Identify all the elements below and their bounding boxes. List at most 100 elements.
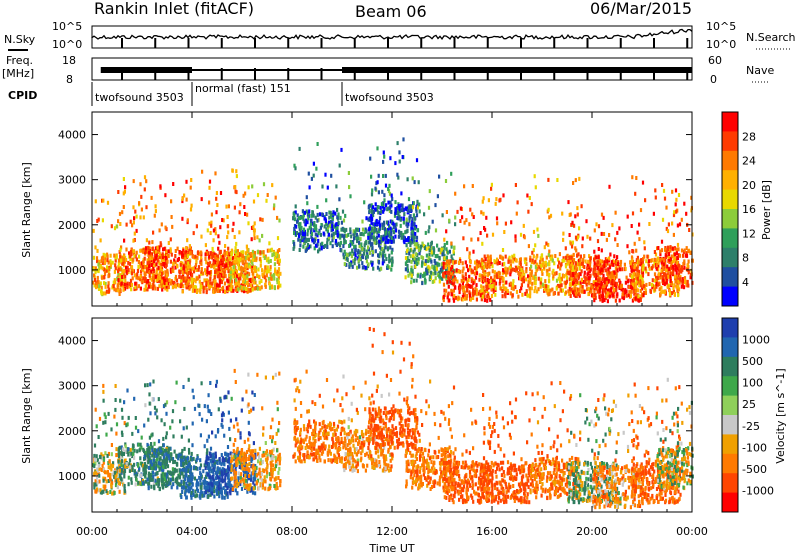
heatmap-cell <box>668 292 672 297</box>
heatmap-cell <box>483 272 486 277</box>
heatmap-cell <box>462 266 465 271</box>
heatmap-cell <box>463 184 466 189</box>
heatmap-cell <box>674 252 677 257</box>
heatmap-cell <box>404 256 408 261</box>
heatmap-cell <box>630 279 633 283</box>
heatmap-cell <box>641 267 644 272</box>
heatmap-cell <box>124 444 127 449</box>
heatmap-cell <box>511 254 514 259</box>
heatmap-cell <box>93 464 96 469</box>
heatmap-cell <box>654 258 657 263</box>
heatmap-cell <box>626 244 629 249</box>
heatmap-cell <box>152 279 155 284</box>
heatmap-cell <box>328 223 332 228</box>
heatmap-cell <box>140 207 143 212</box>
heatmap-cell <box>191 277 194 282</box>
heatmap-cell <box>243 289 246 294</box>
heatmap-cell <box>514 285 517 290</box>
freq-tick-top: 18 <box>62 54 76 67</box>
heatmap-cell <box>593 290 596 295</box>
heatmap-cell <box>137 260 140 264</box>
heatmap-cell <box>501 289 504 294</box>
heatmap-cell <box>150 477 154 482</box>
heatmap-cell <box>421 260 424 265</box>
heatmap-cell <box>262 182 266 187</box>
heatmap-cell <box>139 182 142 187</box>
heatmap-cell <box>306 201 309 206</box>
heatmap-cell <box>211 281 214 286</box>
heatmap-cell <box>170 471 173 476</box>
heatmap-cell <box>206 228 209 233</box>
heatmap-cell <box>164 278 167 283</box>
heatmap-cell <box>123 469 127 474</box>
heatmap-cell <box>134 425 138 430</box>
heatmap-cell <box>382 250 385 255</box>
heatmap-cell <box>306 220 309 225</box>
heatmap-cell <box>631 175 634 180</box>
heatmap-cell <box>182 284 185 289</box>
heatmap-cell <box>461 297 464 302</box>
heatmap-cell <box>649 289 652 294</box>
heatmap-cell <box>261 268 264 273</box>
heatmap-cell <box>458 290 461 295</box>
heatmap-cell <box>398 229 401 234</box>
heatmap-cell <box>638 237 641 242</box>
heatmap-cell <box>196 255 199 260</box>
heatmap-cell <box>122 257 125 262</box>
heatmap-cell <box>631 262 634 267</box>
heatmap-cell <box>444 264 447 269</box>
heatmap-cell <box>210 263 213 268</box>
heatmap-cell <box>180 266 183 271</box>
heatmap-cell <box>677 293 680 298</box>
heatmap-cell <box>673 257 676 262</box>
heatmap-cell <box>300 225 303 230</box>
heatmap-cell <box>544 263 547 268</box>
heatmap-cell <box>482 259 485 264</box>
heatmap-cell <box>97 287 101 291</box>
heatmap-cell <box>99 281 102 286</box>
heatmap-cell <box>445 210 448 214</box>
heatmap-cell <box>142 265 145 269</box>
heatmap-cell <box>546 289 549 294</box>
heatmap-cell <box>102 478 105 483</box>
heatmap-cell <box>388 206 391 211</box>
heatmap-cell <box>241 260 244 265</box>
heatmap-cell <box>320 246 323 251</box>
heatmap-cell <box>574 272 578 276</box>
heatmap-cell <box>239 202 242 207</box>
heatmap-cell <box>592 267 595 272</box>
heatmap-cell <box>388 191 392 196</box>
heatmap-cell <box>135 275 138 280</box>
heatmap-cell <box>277 254 280 259</box>
heatmap-cell <box>660 248 664 253</box>
heatmap-cell <box>568 263 571 268</box>
heatmap-cell <box>427 256 430 260</box>
heatmap-cell <box>622 289 625 294</box>
heatmap-cell <box>186 254 189 259</box>
velocity-heatmap <box>92 327 694 510</box>
heatmap-cell <box>481 241 484 246</box>
heatmap-cell <box>411 227 414 232</box>
heatmap-cell <box>411 205 415 210</box>
heatmap-cell <box>457 295 460 300</box>
heatmap-cell <box>394 234 397 239</box>
heatmap-cell <box>583 265 586 269</box>
heatmap-cell <box>630 255 634 260</box>
heatmap-cell <box>104 484 107 489</box>
heatmap-cell <box>193 288 196 293</box>
heatmap-cell <box>168 456 171 461</box>
heatmap-cell <box>445 268 448 273</box>
heatmap-cell <box>631 283 635 287</box>
heatmap-cell <box>130 252 133 257</box>
heatmap-cell <box>625 293 628 298</box>
heatmap-cell <box>520 286 523 291</box>
heatmap-cell <box>505 280 508 285</box>
heatmap-cell <box>204 268 207 273</box>
heatmap-cell <box>264 284 267 289</box>
heatmap-cell <box>185 485 188 490</box>
heatmap-cell <box>276 260 279 264</box>
heatmap-cell <box>437 247 440 252</box>
heatmap-cell <box>651 282 654 287</box>
heatmap-cell <box>217 271 220 276</box>
